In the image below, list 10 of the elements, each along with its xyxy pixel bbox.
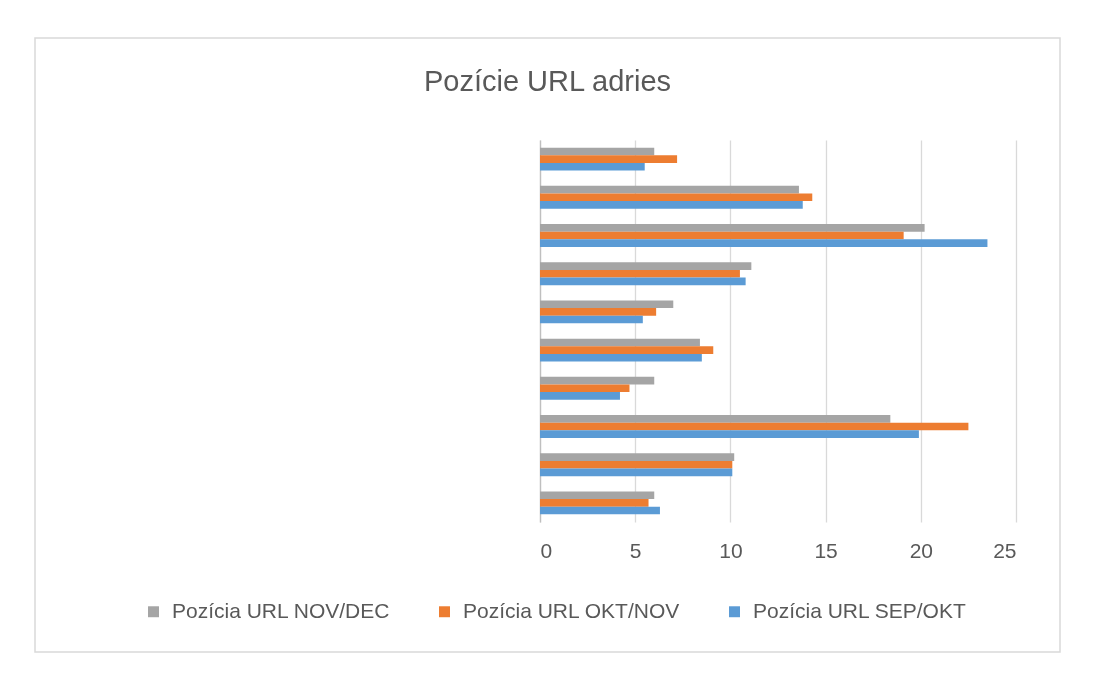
x-tick-label: 5 — [629, 538, 642, 562]
x-tick-label: 0 — [540, 538, 553, 562]
legend-label: Pozícia URL OKT/NOV — [463, 598, 680, 622]
legend-label: Pozícia URL NOV/DEC — [172, 598, 390, 622]
x-tick-label: 10 — [719, 538, 743, 562]
x-tick-label: 25 — [993, 538, 1017, 562]
chart-title: Pozície URL adries — [423, 65, 672, 98]
x-tick-label: 20 — [909, 538, 933, 562]
legend-label: Pozícia URL SEP/OKT — [753, 598, 966, 622]
x-tick-label: 15 — [814, 538, 838, 562]
